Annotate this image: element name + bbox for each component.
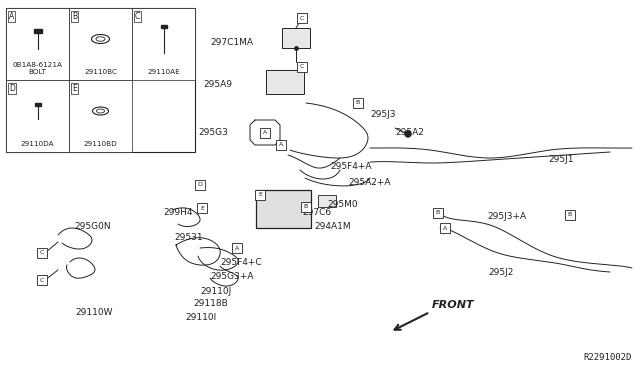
Bar xyxy=(33,29,42,33)
Text: C: C xyxy=(40,250,44,256)
Text: 295F4+A: 295F4+A xyxy=(330,162,371,171)
Bar xyxy=(197,203,207,213)
Text: C: C xyxy=(300,16,304,20)
Bar xyxy=(353,98,363,108)
Bar xyxy=(132,8,195,80)
Text: 0B1A8-6121A
BOLT: 0B1A8-6121A BOLT xyxy=(13,62,63,75)
Text: 295F4+C: 295F4+C xyxy=(220,258,262,267)
Text: 297C1MA: 297C1MA xyxy=(210,38,253,47)
Text: B: B xyxy=(304,205,308,209)
Bar xyxy=(301,202,311,212)
Text: 295A2: 295A2 xyxy=(395,128,424,137)
Text: 295J1: 295J1 xyxy=(548,155,573,164)
Bar xyxy=(318,195,336,207)
Text: C: C xyxy=(40,278,44,282)
Text: 29110W: 29110W xyxy=(75,308,113,317)
Text: 29110I: 29110I xyxy=(185,313,216,322)
Bar xyxy=(256,190,311,228)
Bar xyxy=(6,8,69,80)
Bar xyxy=(440,223,450,233)
Text: 295G3+A: 295G3+A xyxy=(210,272,253,281)
Bar xyxy=(195,180,205,190)
Text: A: A xyxy=(9,12,14,21)
Text: 299H4: 299H4 xyxy=(163,208,193,217)
Text: 294A1M: 294A1M xyxy=(314,222,351,231)
Bar xyxy=(297,62,307,72)
Text: 29531: 29531 xyxy=(174,233,203,242)
Text: D: D xyxy=(9,84,15,93)
Text: E: E xyxy=(72,84,77,93)
Text: FRONT: FRONT xyxy=(432,300,475,310)
Text: 295J3+A: 295J3+A xyxy=(487,212,526,221)
Text: 295J2: 295J2 xyxy=(488,268,513,277)
Bar xyxy=(37,248,47,258)
Bar xyxy=(6,8,195,152)
Bar xyxy=(69,80,132,152)
Text: A: A xyxy=(263,131,267,135)
Text: 295G0N: 295G0N xyxy=(74,222,111,231)
Text: B: B xyxy=(568,212,572,218)
Text: 297C6: 297C6 xyxy=(302,208,331,217)
Bar xyxy=(565,210,575,220)
Text: B: B xyxy=(72,12,77,21)
Bar xyxy=(35,103,40,106)
Text: 29110DA: 29110DA xyxy=(20,141,54,147)
Bar xyxy=(6,80,69,152)
Text: 295J3: 295J3 xyxy=(370,110,396,119)
Text: 295G3: 295G3 xyxy=(198,128,228,137)
Text: 29110AE: 29110AE xyxy=(147,69,180,75)
Text: B: B xyxy=(356,100,360,106)
Text: E: E xyxy=(258,192,262,198)
Text: 29110BC: 29110BC xyxy=(84,69,117,75)
Text: E: E xyxy=(200,205,204,211)
Text: 295A2+A: 295A2+A xyxy=(348,178,390,187)
Text: 29110J: 29110J xyxy=(200,287,231,296)
Text: R2291002D: R2291002D xyxy=(584,353,632,362)
Bar xyxy=(69,8,132,80)
Text: 29110BD: 29110BD xyxy=(84,141,117,147)
Text: A: A xyxy=(235,246,239,250)
Text: D: D xyxy=(198,183,202,187)
Bar xyxy=(232,243,242,253)
Text: C: C xyxy=(300,64,304,70)
Text: A: A xyxy=(443,225,447,231)
Circle shape xyxy=(405,131,411,137)
Text: C: C xyxy=(135,12,140,21)
Bar xyxy=(282,28,310,48)
Bar xyxy=(297,13,307,23)
Bar xyxy=(276,140,286,150)
Bar xyxy=(255,190,265,200)
Text: B: B xyxy=(436,211,440,215)
Text: 295A9: 295A9 xyxy=(203,80,232,89)
Bar xyxy=(260,128,270,138)
Bar xyxy=(37,275,47,285)
Text: 295M0: 295M0 xyxy=(327,200,358,209)
Bar xyxy=(433,208,443,218)
Bar xyxy=(266,70,304,94)
Text: 29118B: 29118B xyxy=(193,299,228,308)
Bar xyxy=(161,25,166,28)
Text: A: A xyxy=(279,142,283,148)
